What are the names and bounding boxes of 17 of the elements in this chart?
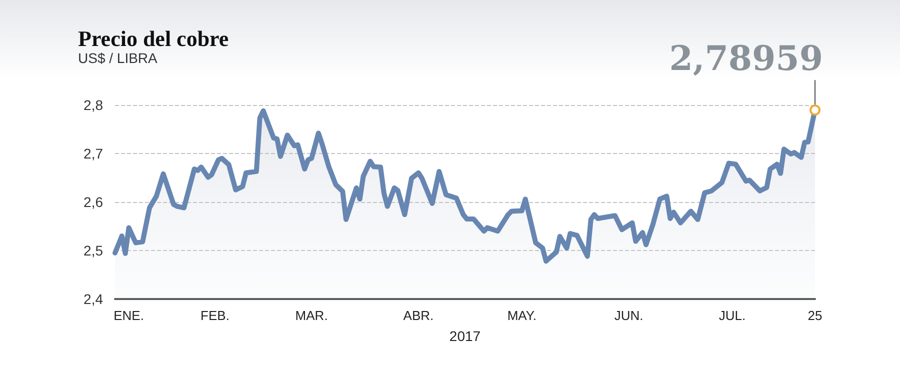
x-tick-label: 25 bbox=[808, 308, 822, 323]
x-tick-label: MAY. bbox=[507, 308, 536, 323]
x-tick-label: ENE. bbox=[114, 308, 144, 323]
x-tick-label: JUN. bbox=[614, 308, 644, 323]
y-tick-label: 2,6 bbox=[84, 194, 104, 210]
x-tick-label: FEB. bbox=[200, 308, 230, 323]
chart-title: Precio del cobre bbox=[78, 26, 229, 52]
chart-subtitle: US$ / LIBRA bbox=[78, 50, 158, 66]
y-tick-label: 2,8 bbox=[84, 97, 104, 113]
y-tick-label: 2,7 bbox=[84, 146, 104, 162]
y-tick-label: 2,5 bbox=[84, 242, 104, 258]
y-tick-label: 2,4 bbox=[84, 291, 104, 307]
x-tick-label: ABR. bbox=[403, 308, 434, 323]
x-tick-label: JUL. bbox=[718, 308, 746, 323]
x-tick-label: MAR. bbox=[295, 308, 328, 323]
annotation: 2,78959 bbox=[669, 39, 823, 80]
x-axis-title: 2017 bbox=[449, 328, 481, 344]
